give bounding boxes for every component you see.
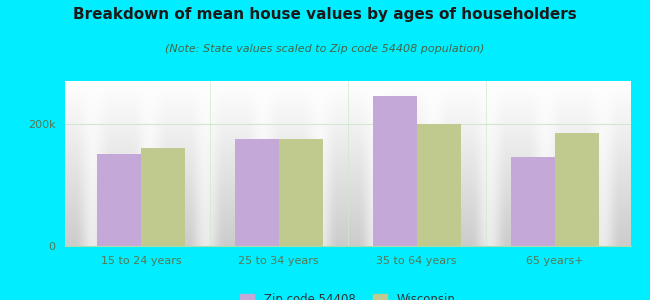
Bar (372, 96, 417, 246)
Bar (510, 158, 554, 246)
Text: Breakdown of mean house values by ages of householders: Breakdown of mean house values by ages o… (73, 8, 577, 22)
Bar (141, 148, 185, 246)
Bar (554, 133, 599, 246)
Bar (279, 139, 323, 246)
Bar (417, 124, 461, 246)
Legend: Zip code 54408, Wisconsin: Zip code 54408, Wisconsin (235, 288, 460, 300)
Text: (Note: State values scaled to Zip code 54408 population): (Note: State values scaled to Zip code 5… (165, 44, 485, 53)
Bar (235, 139, 279, 246)
Bar (97, 154, 141, 246)
